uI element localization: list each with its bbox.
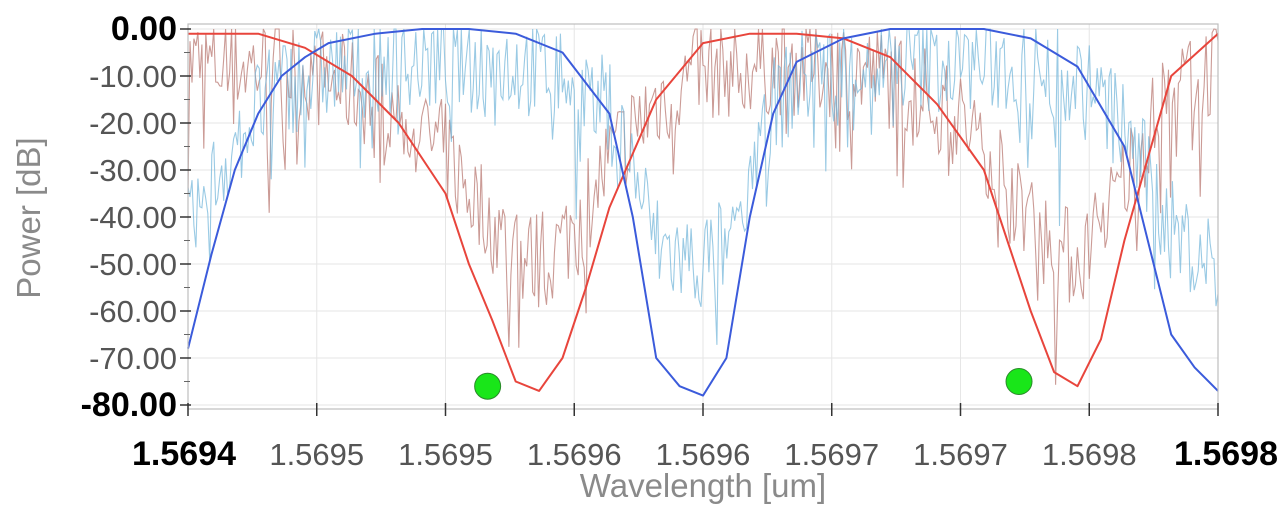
x-tick-label: 1.5695 bbox=[269, 437, 364, 472]
axes: 0.00 -10.00 -20.00 -30.00 -40.00 -50.00 -60.00… bbox=[81, 10, 1278, 473]
x-tick-label: 1.5696 bbox=[656, 437, 751, 472]
series-line bbox=[188, 32, 1219, 392]
x-tick-label: 1.5697 bbox=[784, 437, 879, 472]
markers bbox=[474, 368, 1033, 400]
y-tick-label: -60.00 bbox=[89, 294, 177, 329]
marker-point bbox=[1005, 368, 1033, 395]
x-tick-label: 1.5698 bbox=[1042, 437, 1137, 472]
y-tick-label: -20.00 bbox=[89, 106, 177, 141]
series-lines bbox=[187, 28, 1219, 397]
y-tick-label: 0.00 bbox=[111, 10, 177, 48]
y-tick-label: -30.00 bbox=[89, 153, 177, 188]
series-line bbox=[187, 28, 1219, 397]
y-tick-label: -50.00 bbox=[89, 247, 177, 282]
y-tick-label: -10.00 bbox=[89, 59, 177, 94]
x-tick-label: 1.5694 bbox=[132, 435, 236, 473]
y-tick-label: -70.00 bbox=[89, 341, 177, 376]
x-tick-label: 1.5697 bbox=[913, 437, 1008, 472]
y-tick-label: -40.00 bbox=[89, 200, 177, 235]
x-tick-label: 1.5695 bbox=[398, 437, 493, 472]
x-tick-label: 1.5698 bbox=[1174, 435, 1278, 473]
noise-trace bbox=[187, 28, 1219, 345]
y-tick-label: -80.00 bbox=[81, 386, 177, 424]
x-tick-label: 1.5696 bbox=[527, 437, 622, 472]
noise-traces bbox=[187, 28, 1219, 385]
marker-point bbox=[474, 372, 502, 400]
x-axis-title: Wavelength [um] bbox=[580, 467, 826, 504]
y-axis-title: Power [dB] bbox=[10, 137, 47, 298]
